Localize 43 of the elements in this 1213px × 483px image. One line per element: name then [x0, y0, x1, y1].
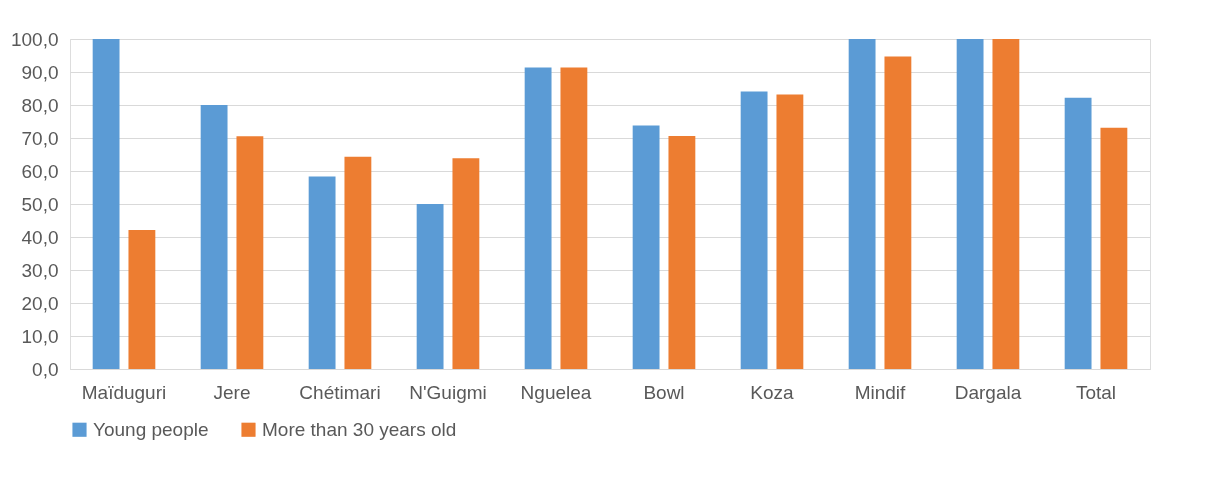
y-tick-label: 100,0	[10, 28, 59, 50]
x-tick-label: Dargala	[954, 381, 1022, 403]
x-tick-label: Koza	[750, 381, 795, 403]
bar	[1064, 97, 1092, 369]
y-tick-label: 10,0	[21, 325, 59, 347]
bar	[992, 39, 1020, 369]
y-tick-label: 60,0	[21, 160, 59, 182]
y-tick-label: 40,0	[21, 226, 59, 248]
bar	[884, 56, 912, 369]
y-tick-label: 80,0	[21, 94, 59, 116]
bar	[524, 67, 552, 369]
legend-label: More than 30 years old	[262, 418, 457, 440]
bar	[632, 125, 660, 369]
bar	[308, 176, 336, 369]
bar	[344, 156, 372, 369]
y-tick-label: 50,0	[21, 193, 59, 215]
x-tick-label: Mindif	[854, 381, 907, 403]
bar	[740, 91, 768, 369]
bar	[236, 136, 264, 369]
x-tick-label: Chétimari	[299, 381, 381, 403]
y-tick-label: 20,0	[21, 292, 59, 314]
bar	[200, 105, 228, 369]
bar	[776, 94, 804, 369]
x-tick-label: Nguelea	[520, 381, 592, 403]
bar	[128, 230, 156, 369]
y-tick-label: 70,0	[21, 127, 59, 149]
bar	[668, 136, 696, 369]
bar	[92, 39, 120, 369]
bar	[416, 204, 444, 369]
x-tick-label: N'Guigmi	[409, 381, 487, 403]
bar	[560, 67, 588, 369]
y-tick-label: 0,0	[32, 358, 59, 380]
x-tick-label: Maïduguri	[81, 381, 167, 403]
bar	[956, 39, 984, 369]
x-tick-label: Bowl	[643, 381, 685, 403]
x-tick-label: Total	[1075, 381, 1117, 403]
x-tick-label: Jere	[213, 381, 251, 403]
bar	[848, 39, 876, 369]
legend-label: Young people	[93, 418, 209, 440]
y-tick-label: 90,0	[21, 61, 59, 83]
bar	[452, 158, 480, 369]
bar	[1100, 127, 1128, 369]
y-tick-label: 30,0	[21, 259, 59, 281]
